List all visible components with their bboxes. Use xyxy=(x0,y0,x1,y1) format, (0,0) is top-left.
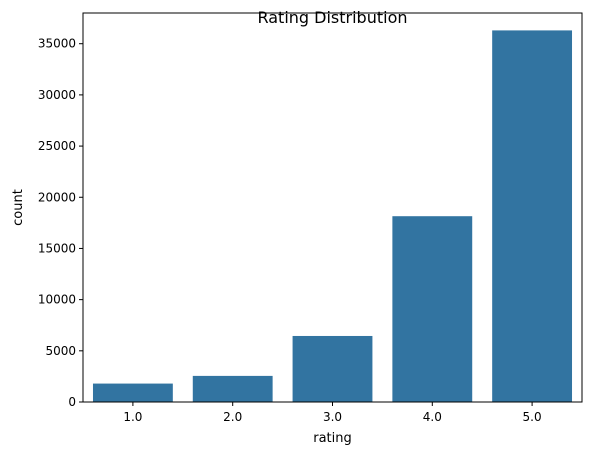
bar-3.0 xyxy=(292,335,373,402)
y-axis-label: count xyxy=(11,189,26,226)
x-axis-label: rating xyxy=(313,431,352,446)
x-tick-label-1.0: 1.0 xyxy=(123,410,142,424)
y-tick-label-25000: 25000 xyxy=(38,139,76,153)
y-tick-label-0: 0 xyxy=(68,395,76,409)
x-tick-label-5.0: 5.0 xyxy=(523,410,542,424)
bar-1.0 xyxy=(92,383,173,402)
chart-title: Rating Distribution xyxy=(257,8,407,27)
y-tick-label-15000: 15000 xyxy=(38,241,76,255)
bar-5.0 xyxy=(492,30,573,403)
y-tick-label-10000: 10000 xyxy=(38,293,76,307)
bars xyxy=(92,30,573,403)
x-tick-label-3.0: 3.0 xyxy=(323,410,342,424)
y-tick-label-35000: 35000 xyxy=(38,37,76,51)
bar-4.0 xyxy=(392,216,473,402)
x-tick-label-4.0: 4.0 xyxy=(423,410,442,424)
x-tick-label-2.0: 2.0 xyxy=(223,410,242,424)
y-axis: 0 5000 10000 15000 20000 25000 30000 35000 xyxy=(38,37,83,409)
y-tick-label-30000: 30000 xyxy=(38,88,76,102)
bar-2.0 xyxy=(192,375,273,402)
y-tick-label-5000: 5000 xyxy=(45,344,76,358)
y-tick-label-20000: 20000 xyxy=(38,190,76,204)
x-axis: 1.0 2.0 3.0 4.0 5.0 xyxy=(123,402,542,424)
